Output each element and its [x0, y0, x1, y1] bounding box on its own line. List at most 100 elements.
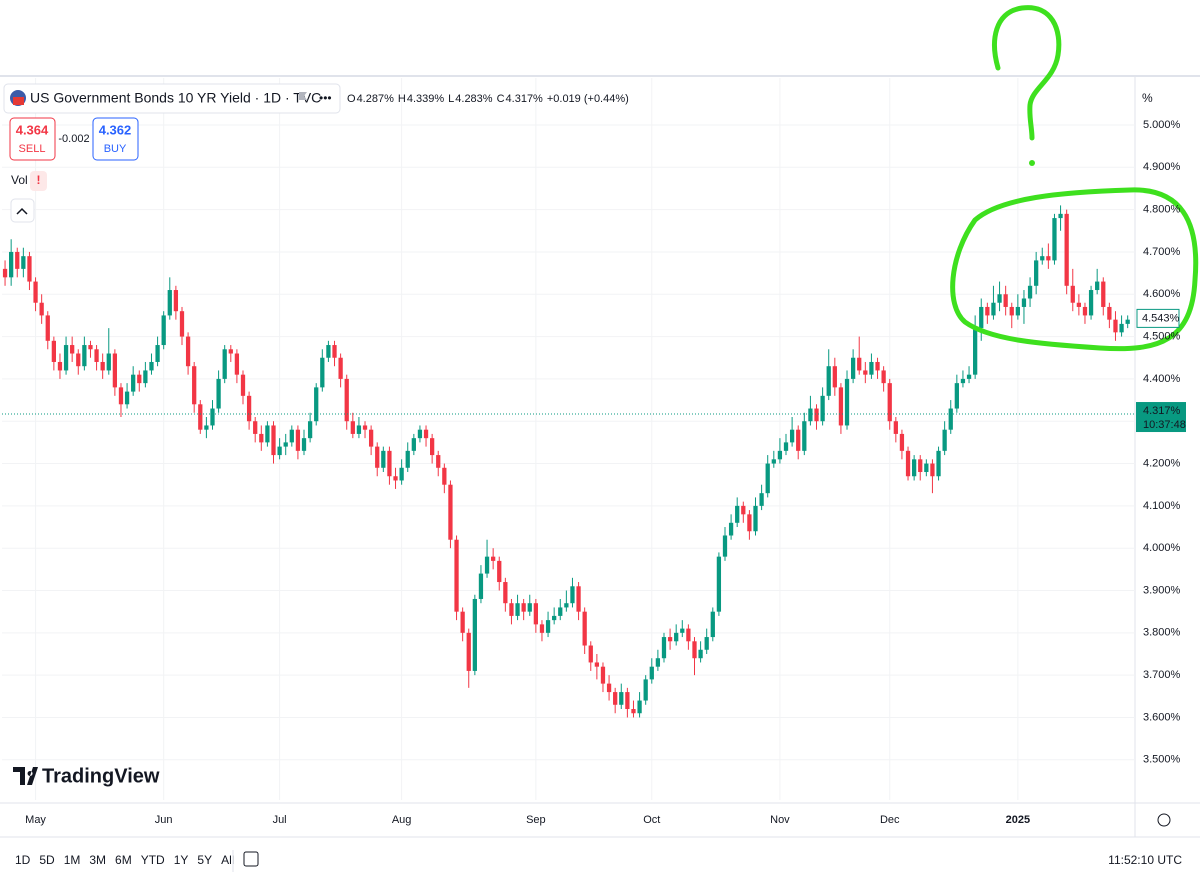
candle-body	[814, 408, 819, 422]
candle-body	[149, 361, 154, 371]
candle-body	[710, 611, 715, 638]
candle-body	[753, 505, 758, 532]
candle-body	[893, 421, 898, 434]
legend-value: 4.287%	[357, 93, 395, 105]
candle-body	[344, 378, 349, 422]
sell-button[interactable]	[9, 117, 56, 161]
y-tick-label: 3.900%	[1143, 584, 1181, 596]
x-tick-label: Oct	[643, 814, 660, 826]
candle-body	[1034, 260, 1039, 286]
candle-body	[991, 302, 996, 316]
sell-price: 4.364	[16, 122, 49, 137]
candle-body	[259, 433, 264, 443]
candle-body	[27, 256, 32, 282]
candle-body	[625, 692, 630, 710]
candle-body	[936, 450, 941, 477]
y-tick-label: 3.700%	[1143, 669, 1181, 681]
candle-body	[594, 662, 600, 667]
candle-body	[1125, 319, 1130, 324]
candle-body	[405, 450, 410, 468]
candle-body	[295, 429, 301, 451]
y-unit: %	[1142, 91, 1153, 105]
candle-body	[118, 387, 124, 405]
candle-body	[661, 637, 667, 659]
candle-body	[741, 505, 746, 515]
more-button[interactable]: •••	[319, 91, 332, 105]
candle-body	[216, 378, 221, 409]
range-button[interactable]: YTD	[141, 853, 165, 867]
candle-body	[1052, 218, 1057, 261]
x-tick-label: Aug	[392, 814, 412, 826]
candle-body	[423, 429, 429, 439]
candle-body	[1015, 306, 1020, 316]
candle-body	[783, 442, 789, 451]
candle-body	[875, 361, 880, 371]
y-tick-label: 4.400%	[1143, 373, 1181, 385]
candle-body	[1113, 319, 1118, 333]
calendar-icon[interactable]	[243, 851, 259, 867]
range-button[interactable]: 6M	[115, 853, 132, 867]
candle-body	[838, 387, 844, 426]
range-button[interactable]: 5Y	[197, 853, 212, 867]
candle-body	[686, 628, 691, 642]
settings-icon[interactable]	[1157, 813, 1171, 827]
candle-body	[57, 361, 63, 371]
x-tick-label: Nov	[770, 814, 790, 826]
candle-body	[51, 340, 56, 362]
candle-body	[338, 357, 343, 379]
candle-body	[356, 425, 362, 434]
x-tick-label: Sep	[526, 814, 546, 826]
candle-body	[637, 700, 642, 714]
candle-body	[271, 425, 276, 456]
candle-body	[1088, 290, 1094, 316]
y-tick-label: 4.000%	[1143, 542, 1181, 554]
candle-body	[643, 679, 648, 701]
candle-body	[911, 459, 917, 477]
y-tick-label: 5.000%	[1143, 119, 1181, 131]
candle-body	[320, 357, 325, 388]
legend-key: O	[347, 93, 356, 105]
candle-body	[558, 607, 563, 616]
candle-body	[728, 522, 734, 536]
candle-body	[747, 514, 752, 532]
candle-body	[1119, 323, 1124, 333]
candle-body	[1027, 285, 1033, 299]
range-button[interactable]: 1Y	[174, 853, 189, 867]
flag-marker[interactable]	[299, 92, 307, 100]
candle-body	[826, 366, 831, 396]
candle-body	[155, 345, 160, 362]
range-button[interactable]: 5D	[39, 853, 55, 867]
candle-body	[997, 294, 1002, 303]
candle-body	[1107, 306, 1112, 320]
y-tick-label: 3.600%	[1143, 711, 1181, 723]
candle-body	[76, 353, 81, 367]
volume-warning[interactable]	[30, 171, 47, 191]
flag-stripe	[13, 97, 24, 105]
countdown: 10:37:48	[1143, 419, 1186, 431]
candle-body	[454, 539, 459, 612]
candle-body	[240, 374, 246, 396]
candle-body	[45, 315, 50, 341]
candle-body	[570, 586, 575, 604]
candle-body	[759, 493, 764, 506]
candle-body	[2, 268, 8, 278]
candle-body	[576, 586, 581, 612]
logo-text: TradingView	[42, 765, 160, 787]
legend-change: +0.019 (+0.44%)	[547, 93, 629, 105]
candle-body	[881, 370, 886, 384]
candle-body	[185, 336, 191, 367]
candle-body	[143, 370, 148, 384]
candle-body	[484, 556, 490, 574]
question-mark	[992, 5, 1062, 141]
symbol-box[interactable]	[3, 83, 341, 114]
candle-body	[692, 641, 697, 659]
last-price: 4.543%	[1142, 312, 1180, 324]
candle-body	[436, 455, 441, 468]
y-tick-label: 4.700%	[1143, 246, 1181, 258]
range-button[interactable]: 1M	[64, 853, 81, 867]
candle-body	[857, 357, 862, 371]
range-button[interactable]: All	[221, 853, 234, 867]
range-button[interactable]: 1D	[15, 853, 31, 867]
buy-button[interactable]	[92, 117, 139, 161]
range-button[interactable]: 3M	[89, 853, 106, 867]
